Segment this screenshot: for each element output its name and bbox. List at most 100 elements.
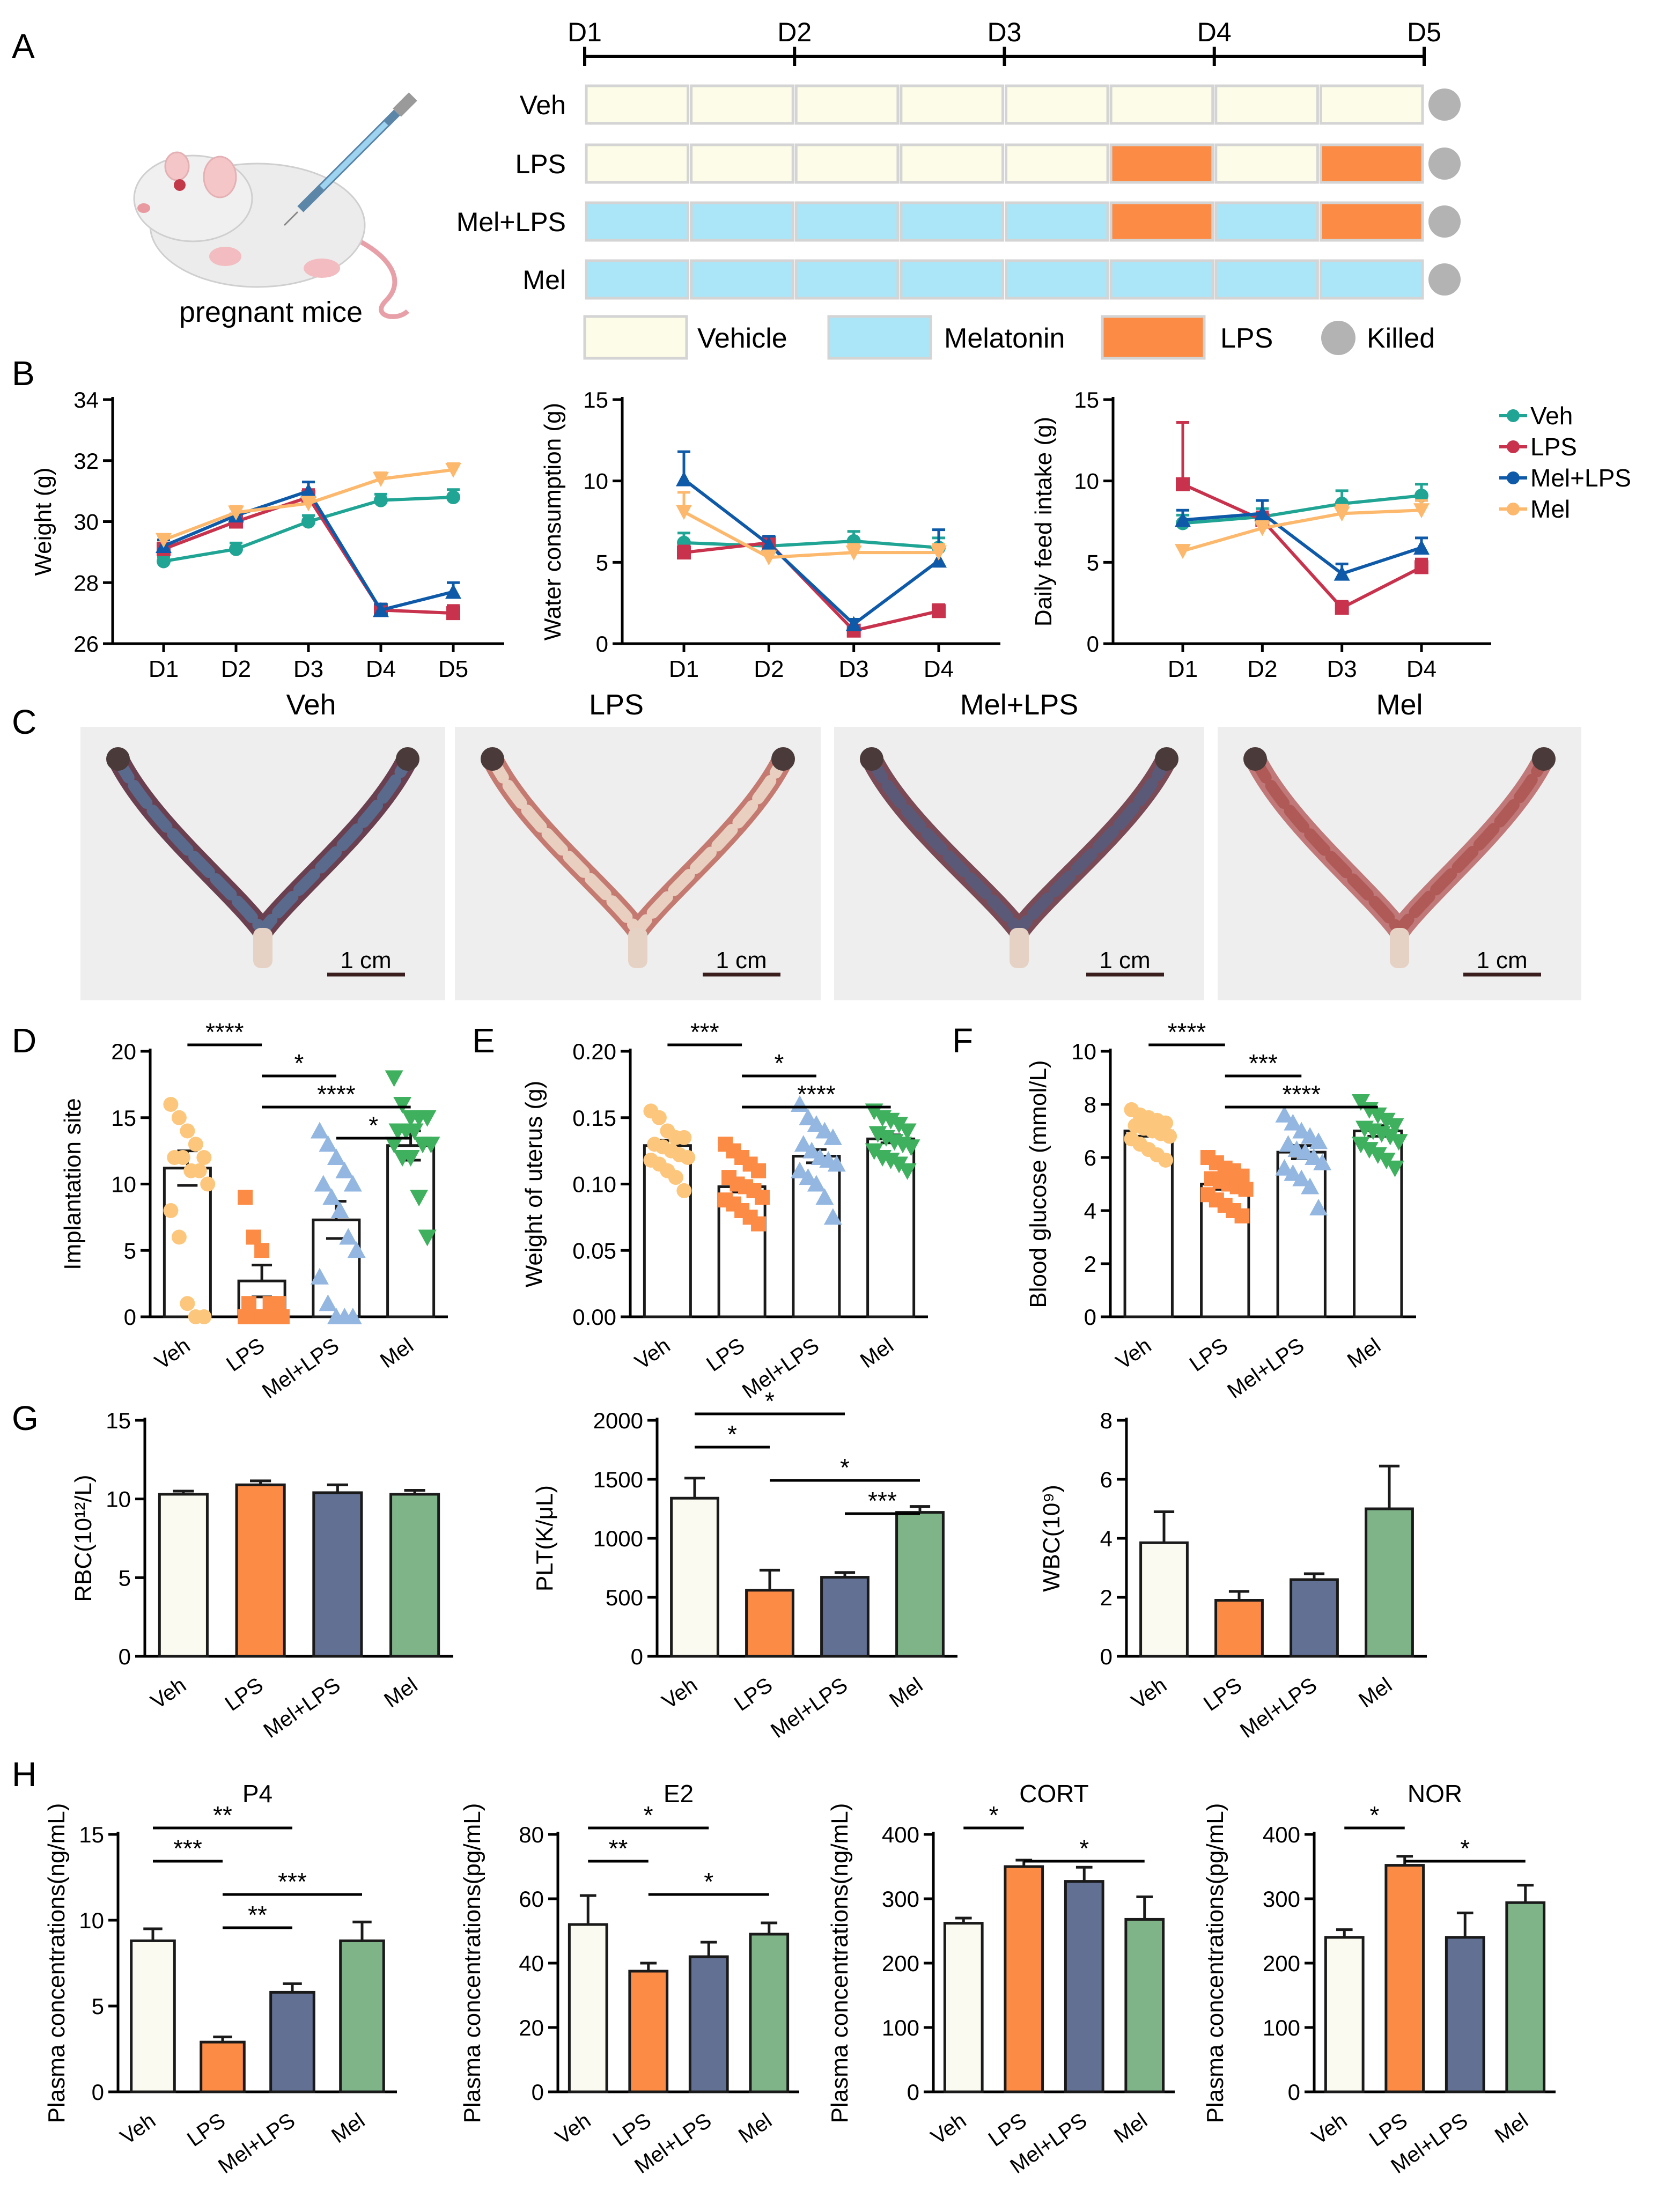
data-point <box>1254 521 1271 536</box>
significance-label: * <box>644 1801 653 1829</box>
bar <box>820 1576 870 1658</box>
data-point <box>807 1115 826 1132</box>
panel-letter-d: D <box>12 1021 36 1060</box>
data-point <box>1351 1137 1370 1154</box>
data-point <box>310 1122 329 1139</box>
data-point <box>1279 1135 1298 1152</box>
significance-label: *** <box>1249 1049 1278 1077</box>
bar <box>895 1511 945 1658</box>
y-tick-label: 10 <box>79 1908 104 1933</box>
data-point <box>339 1228 358 1245</box>
timeline-segment-vehicle <box>794 143 900 184</box>
y-tick-label: 500 <box>606 1585 643 1610</box>
bar <box>1290 1578 1339 1658</box>
timeline-segment-vehicle <box>1214 143 1319 184</box>
x-tick-label: Veh <box>1308 2108 1352 2149</box>
data-point <box>761 550 777 566</box>
timeline-segment-melatonin <box>1319 259 1424 300</box>
x-tick-label: Mel+LPS <box>1236 1673 1321 1743</box>
data-point <box>823 1128 842 1145</box>
y-tick-label: 5 <box>124 1238 136 1263</box>
data-point <box>1335 601 1349 615</box>
significance-label: * <box>1460 1834 1470 1862</box>
series-line <box>683 478 940 626</box>
cervix <box>253 928 272 968</box>
y-tick-label: 300 <box>1263 1886 1300 1912</box>
legend-marker <box>1507 471 1520 484</box>
data-point <box>401 1150 420 1167</box>
data-point <box>418 1110 437 1127</box>
data-point <box>931 545 947 561</box>
panel-letter-g: G <box>12 1399 39 1437</box>
y-tick-label: 0.15 <box>572 1105 616 1131</box>
scale-label: 1 cm <box>1476 947 1527 974</box>
y-tick-label: 1500 <box>593 1467 643 1492</box>
data-point <box>422 1137 440 1154</box>
bar <box>749 1933 790 2093</box>
timeline-day-label: D1 <box>568 17 602 47</box>
timeline-segment-lps <box>1109 143 1214 184</box>
bar <box>1505 1901 1546 2093</box>
x-tick-label: D4 <box>1406 656 1436 682</box>
data-point <box>1305 1148 1323 1165</box>
chart-B1: 26 28 30 32 34 Weight (g) D1 D2 D3 D4 D5 <box>30 387 504 682</box>
y-axis-label: Plasma concentrations(ng/mL) <box>43 1803 70 2123</box>
chart-title: NOR <box>1408 1780 1462 1808</box>
x-tick-label: LPS <box>984 2108 1031 2151</box>
data-point <box>827 1155 846 1172</box>
bar <box>1384 1864 1425 2093</box>
y-tick-label: 400 <box>1263 1822 1300 1847</box>
ovary <box>1243 747 1267 771</box>
legend-marker <box>1507 503 1520 515</box>
data-point <box>815 1122 834 1139</box>
data-point <box>676 505 692 520</box>
y-tick-label: 0.05 <box>572 1238 616 1263</box>
timeline-day-label: D3 <box>988 17 1022 47</box>
panel-letter-b: B <box>12 354 35 393</box>
y-tick-label: 6 <box>1084 1145 1096 1170</box>
x-tick-label: LPS <box>222 1333 269 1376</box>
data-point <box>676 471 692 486</box>
significance-label: * <box>840 1454 850 1481</box>
data-point <box>1386 1118 1404 1135</box>
scale-label: 1 cm <box>340 947 391 974</box>
x-tick-label: Mel <box>734 2108 776 2148</box>
x-tick-label: D1 <box>149 656 179 682</box>
data-point <box>163 1203 179 1218</box>
data-point <box>751 1216 767 1232</box>
data-point <box>751 1163 767 1178</box>
significance-label: * <box>727 1420 737 1448</box>
data-point <box>823 1208 842 1225</box>
timeline-segment-vehicle <box>1005 143 1109 184</box>
y-tick-label: 0 <box>631 1644 643 1669</box>
y-tick-label: 5 <box>119 1565 131 1590</box>
timeline-segment-melatonin <box>1214 259 1319 300</box>
chart-F: 0 2 4 6 8 10 Blood glucose (mmol/L) Veh LPSMel+L… <box>1025 1018 1416 1403</box>
timeline-segment-melatonin <box>585 201 690 242</box>
data-point <box>1234 1208 1250 1223</box>
data-point <box>1309 1199 1328 1216</box>
data-point <box>1386 1160 1404 1177</box>
data-point <box>1254 505 1271 521</box>
significance-label: ** <box>248 1901 267 1929</box>
legend-label: Mel <box>1530 495 1570 523</box>
legend-label: Mel+LPS <box>1530 464 1631 492</box>
legend-label: LPS <box>1220 323 1273 354</box>
data-point <box>668 1170 683 1185</box>
significance-label: **** <box>317 1080 356 1108</box>
legend-swatch <box>1101 315 1206 360</box>
bar <box>745 1589 794 1658</box>
y-axis-label: Blood glucose (mmol/L) <box>1025 1060 1051 1308</box>
data-point <box>1238 1182 1254 1197</box>
mouse-label: pregnant mice <box>179 296 363 328</box>
data-point <box>1162 1129 1177 1144</box>
timeline-segment-melatonin <box>585 259 690 300</box>
timeline-segment-melatonin <box>900 259 1004 300</box>
y-tick-label: 60 <box>519 1886 544 1912</box>
data-point <box>1334 565 1350 581</box>
data-point <box>902 1139 920 1156</box>
data-point <box>271 1296 286 1311</box>
data-point <box>319 1135 337 1152</box>
